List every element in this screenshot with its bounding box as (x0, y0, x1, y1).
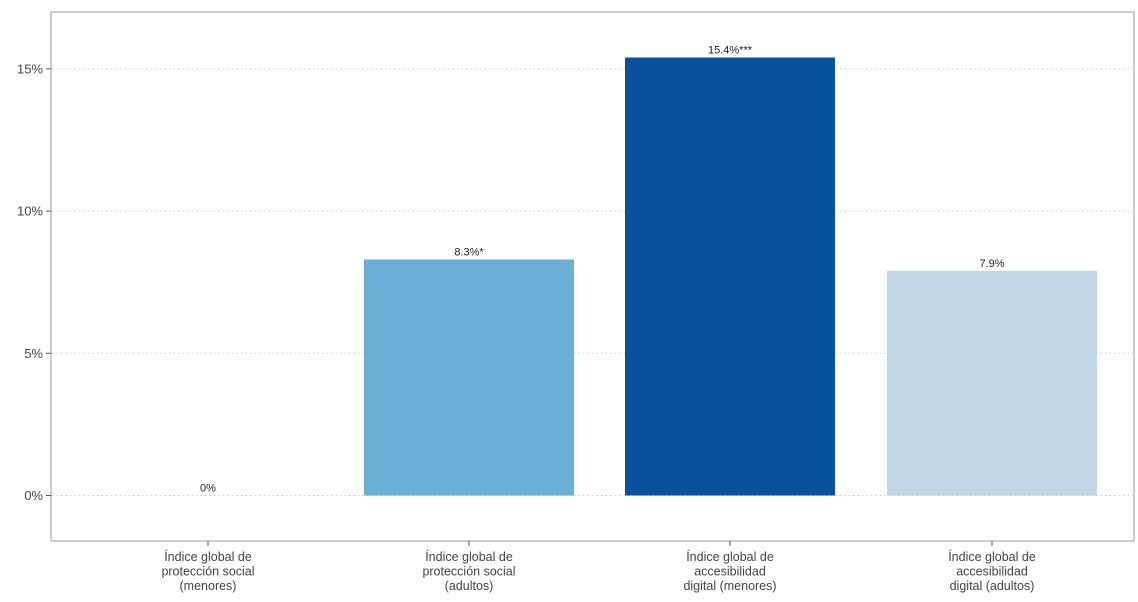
y-tick-label: 10% (17, 204, 43, 219)
x-category-label-line: Índice global de (948, 549, 1036, 564)
x-category-label-line: protección social (161, 565, 254, 579)
x-category-label: Índice global de protección social (adulto… (422, 549, 515, 593)
y-tick-label: 0% (24, 488, 43, 503)
x-category-label-line: Índice global de (425, 549, 513, 564)
x-category-label: Índice global de accesibilidad digital (ad… (948, 549, 1036, 593)
x-category-label-line: (menores) (180, 579, 237, 593)
x-category-label-line: Índice global de (686, 549, 774, 564)
x-category-label-line: accesibilidad (694, 565, 766, 579)
plot-panel (50, 11, 1135, 542)
data-label: 8.3%* (454, 246, 484, 258)
x-category-label-line: protección social (422, 565, 515, 579)
x-category-label-line: Índice global de (164, 549, 252, 564)
data-label: 15.4%*** (708, 45, 753, 57)
x-category-label-line: accesibilidad (956, 565, 1028, 579)
x-category-label-line: digital (menores) (683, 579, 776, 593)
data-label: 0% (200, 482, 216, 494)
bar-4 (887, 270, 1097, 496)
x-category-label: Índice global de accesibilidad digital (me… (683, 549, 776, 593)
x-category-label-line: digital (adultos) (950, 579, 1035, 593)
y-tick-label: 5% (24, 346, 43, 361)
y-tick-label: 15% (17, 61, 43, 76)
bar-2 (364, 259, 574, 496)
bar-3 (625, 57, 835, 496)
x-category-label-line: (adultos) (445, 579, 494, 593)
data-label: 7.9% (979, 258, 1004, 270)
x-category-label: Índice global de protección social (menore… (161, 549, 254, 593)
